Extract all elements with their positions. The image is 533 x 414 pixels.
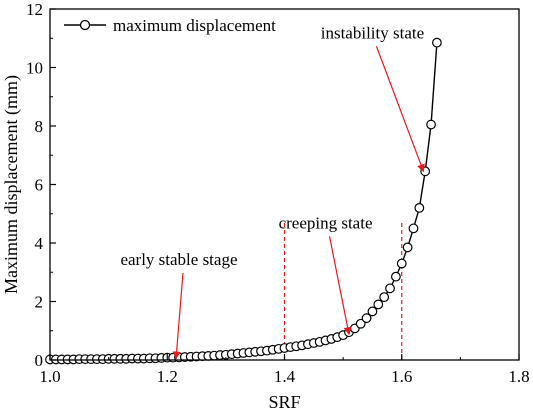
data-point — [361, 313, 372, 324]
series-line — [50, 42, 438, 361]
y-tick-label: 10 — [26, 59, 43, 78]
annotation-arrow — [375, 46, 425, 173]
y-tick-label: 6 — [35, 176, 44, 195]
annotation-label: creeping state — [279, 213, 373, 232]
y-tick-label: 0 — [35, 351, 44, 370]
y-tick-label: 8 — [35, 117, 44, 136]
annotation-arrow — [172, 272, 184, 360]
y-tick-label: 2 — [35, 293, 44, 312]
annotation-label: instability state — [321, 23, 424, 42]
y-tick-label: 4 — [35, 234, 44, 253]
annotations-layer: early stable stage creeping state instabil… — [120, 23, 425, 360]
axis-ticks: 1.0 1.2 1.4 1.6 1.8 0 2 4 6 8 10 12 — [26, 0, 530, 386]
legend: maximum displacement — [64, 16, 276, 35]
annotation-label: early stable stage — [120, 250, 237, 269]
data-point — [385, 283, 395, 294]
data-point — [367, 306, 378, 317]
data-point — [379, 292, 390, 303]
reference-lines — [283, 222, 403, 360]
data-point — [408, 223, 419, 234]
data-point — [432, 37, 442, 48]
y-axis-title: Maximum displacement (mm) — [1, 75, 22, 294]
legend-marker — [79, 19, 91, 31]
x-tick-label: 1.4 — [274, 367, 296, 386]
data-point — [402, 242, 413, 253]
data-point — [390, 271, 401, 282]
series-layer — [45, 37, 442, 365]
x-axis-title: SRF — [268, 392, 300, 412]
x-tick-label: 1.2 — [157, 367, 178, 386]
x-tick-label: 1.0 — [39, 367, 60, 386]
data-point — [373, 299, 384, 310]
legend-label: maximum displacement — [113, 16, 276, 35]
y-tick-label: 12 — [26, 0, 43, 19]
data-point — [355, 318, 366, 329]
data-point — [396, 258, 407, 269]
data-point — [414, 202, 425, 213]
annotation-arrow — [328, 236, 352, 336]
x-tick-label: 1.8 — [508, 367, 529, 386]
x-tick-label: 1.6 — [391, 367, 412, 386]
data-point — [426, 119, 436, 130]
